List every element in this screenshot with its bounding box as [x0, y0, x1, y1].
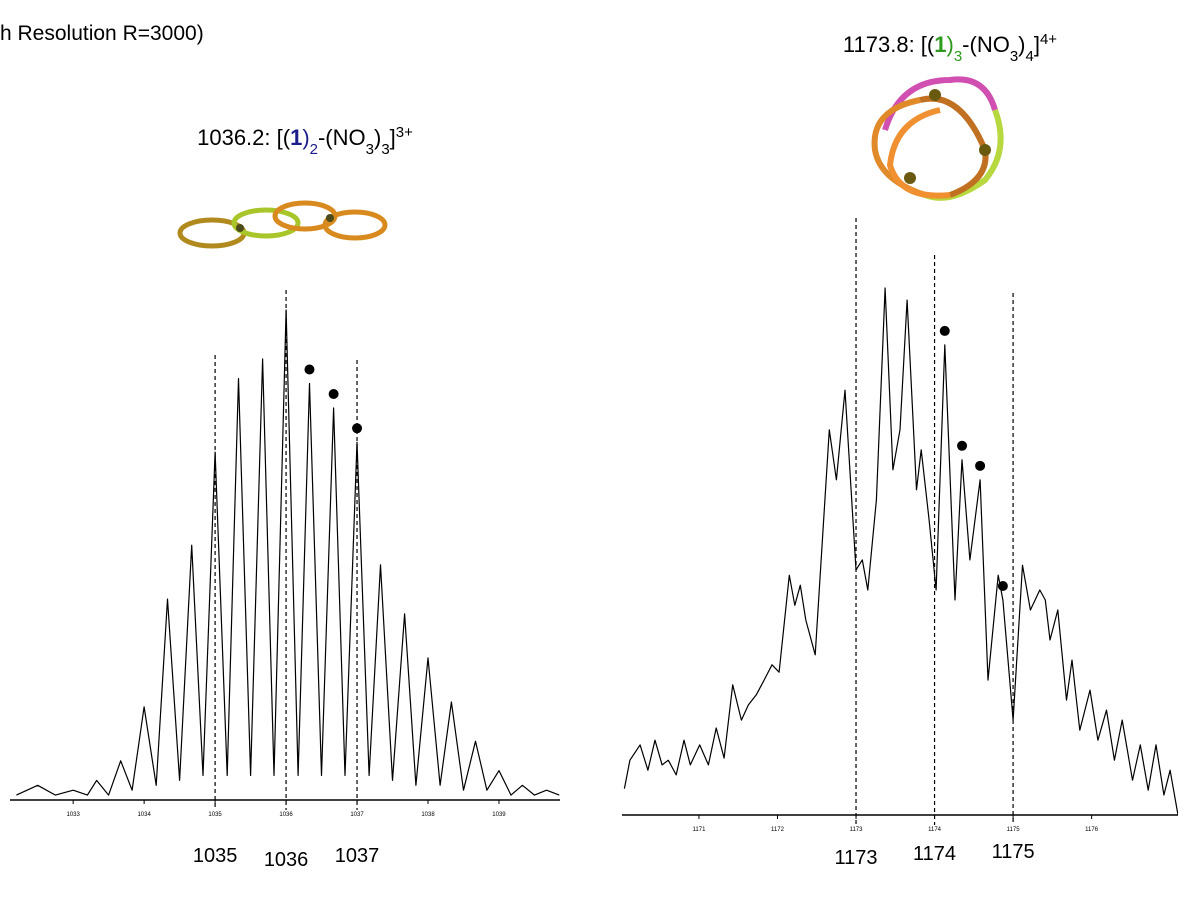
title-part: 1	[290, 125, 302, 150]
title-part: -(NO	[962, 32, 1010, 57]
title-part: 1036.2: [(	[197, 125, 291, 150]
knot-illustration	[871, 76, 1004, 201]
peak-marker	[304, 364, 315, 375]
reference-label: 1035	[193, 845, 238, 867]
catenane-illustration	[177, 200, 388, 249]
title-part: 4+	[1040, 31, 1057, 48]
chart-title: 1036.2: [(1)2-(NO3)3]3+	[197, 124, 413, 158]
peak-marker	[939, 325, 950, 336]
x-tick-label: 1171	[693, 827, 707, 833]
reference-label: 1173	[835, 847, 878, 869]
peak-marker	[957, 440, 968, 451]
peak-marker	[997, 580, 1008, 591]
title-part: 2	[310, 141, 318, 158]
peak-marker	[328, 389, 339, 399]
title-part: ]	[1034, 32, 1040, 57]
peak-marker	[975, 460, 986, 471]
header-text: h Resolution R=3000)	[0, 22, 204, 45]
title-part: )	[947, 32, 954, 57]
x-tick-label: 1036	[279, 812, 293, 818]
x-tick-label: 1174	[928, 827, 942, 833]
peak-marker	[352, 423, 363, 434]
title-part: 3	[381, 141, 389, 158]
title-part: -(NO	[318, 125, 366, 150]
x-tick-label: 1037	[350, 812, 364, 818]
chart-title: 1173.8: [(1)3-(NO3)4]4+	[843, 31, 1057, 65]
title-part: 3+	[396, 124, 413, 141]
spectrum-trace	[16, 309, 560, 796]
spectrum-trace	[623, 287, 1178, 816]
reference-label: 1037	[335, 845, 380, 867]
x-tick-label: 1039	[492, 812, 506, 818]
title-part: )	[1018, 32, 1025, 57]
x-tick-label: 1172	[771, 827, 785, 833]
reference-label: 1174	[913, 843, 956, 865]
reference-label: 1175	[992, 841, 1035, 863]
x-tick-label: 1175	[1007, 827, 1021, 833]
title-part: )	[374, 125, 381, 150]
title-part: 3	[366, 141, 374, 158]
x-tick-label: 1176	[1085, 827, 1099, 833]
title-part: )	[302, 125, 309, 150]
x-tick-label: 1034	[137, 812, 151, 818]
title-part: 1173.8: [(	[843, 32, 935, 57]
reference-label: 1036	[264, 849, 309, 871]
title-part: 3	[1010, 48, 1018, 65]
title-part: 1	[934, 32, 946, 57]
title-part: 3	[954, 48, 962, 65]
x-tick-label: 1033	[66, 812, 80, 818]
x-tick-label: 1035	[208, 812, 222, 818]
title-part: 4	[1026, 48, 1034, 65]
x-tick-label: 1173	[850, 827, 864, 833]
x-tick-label: 1038	[421, 812, 435, 818]
title-part: ]	[390, 125, 396, 150]
